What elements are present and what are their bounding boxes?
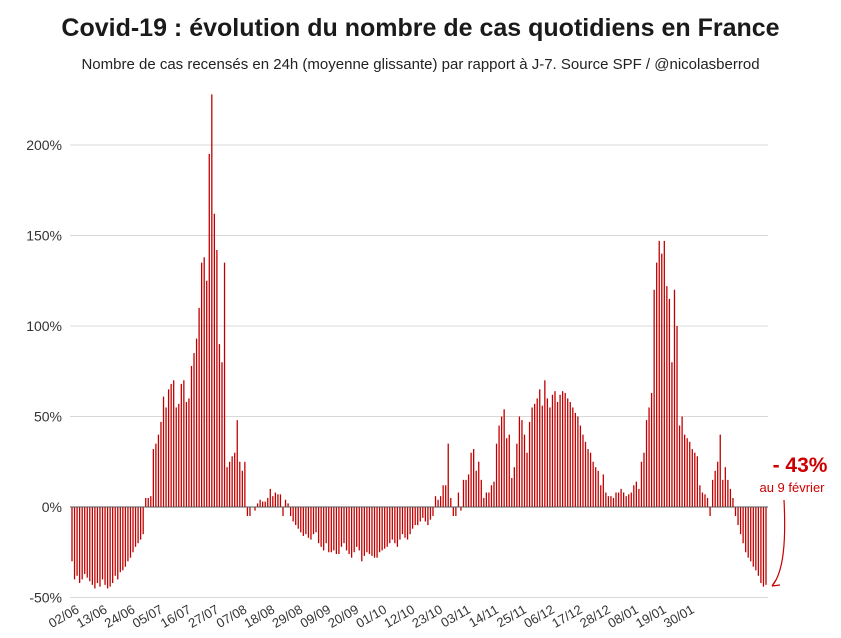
gridlines — [70, 144, 768, 598]
y-tick-label: 50% — [34, 409, 62, 425]
y-tick-label: -50% — [29, 590, 62, 606]
y-tick-label: 150% — [26, 228, 62, 244]
callout-value: - 43% — [773, 454, 828, 477]
callout-date: au 9 février — [759, 480, 825, 495]
y-axis-ticks: -50% 0% 50% 100% 150% 200% — [26, 137, 62, 606]
callout: - 43% au 9 février — [759, 454, 828, 587]
chart-title: Covid-19 : évolution du nombre de cas qu… — [61, 14, 780, 42]
callout-arrowhead — [771, 579, 781, 587]
y-tick-label: 100% — [26, 318, 62, 334]
x-axis-ticks: 02/0613/0624/0605/0716/0727/0707/0818/08… — [46, 602, 697, 631]
x-tick-label: 30/01 — [661, 602, 697, 631]
y-tick-label: 0% — [42, 499, 62, 515]
chart-subtitle: Nombre de cas recensés en 24h (moyenne g… — [81, 56, 760, 73]
callout-arrow-line — [771, 499, 786, 587]
bars — [71, 94, 767, 589]
y-tick-label: 200% — [26, 137, 62, 153]
